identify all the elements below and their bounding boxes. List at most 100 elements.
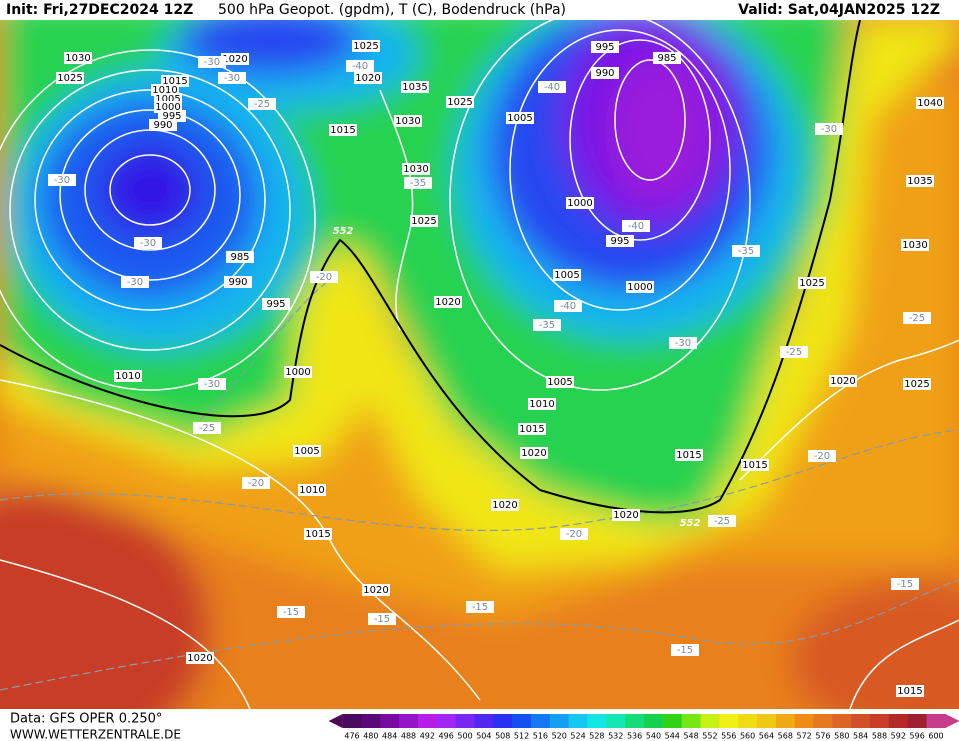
colorbar-swatch xyxy=(342,714,362,728)
temperature-label-box xyxy=(277,606,305,618)
colorbar-swatch xyxy=(606,714,626,728)
temperature-label-box xyxy=(808,450,836,462)
colorbar-label: 500 xyxy=(457,732,472,741)
pressure-label: 995 xyxy=(610,236,629,247)
colorbar-arrow xyxy=(328,714,343,728)
pressure-label-box xyxy=(329,124,357,136)
pressure-label-box xyxy=(56,72,84,84)
colorbar-swatch xyxy=(625,714,645,728)
temperature-label: -20 xyxy=(814,451,830,462)
colorbar-label: 568 xyxy=(778,732,793,741)
temperature-label: -15 xyxy=(897,579,913,590)
temperature-label-box xyxy=(732,245,760,257)
pressure-label-box xyxy=(186,652,214,664)
temperature-label-box xyxy=(198,56,226,68)
temperature-label-box xyxy=(554,300,582,312)
colorbar-label: 592 xyxy=(891,732,906,741)
colorbar-swatch xyxy=(568,714,588,728)
temperature-label: -30 xyxy=(204,379,220,390)
pressure-label: 995 xyxy=(595,42,614,53)
isobars xyxy=(0,20,959,709)
colorbar-label: 536 xyxy=(627,732,642,741)
temperature-label: -15 xyxy=(677,645,693,656)
pressure-label: 1020 xyxy=(521,448,546,459)
pressure-label-box xyxy=(434,296,462,308)
height-label: 552 xyxy=(680,518,701,529)
colorbar-swatch xyxy=(530,714,551,728)
pressure-label: 1010 xyxy=(529,399,554,410)
pressure-label-box xyxy=(298,484,326,496)
temperature-label: -20 xyxy=(316,272,332,283)
pressure-label-box xyxy=(653,52,681,64)
temperature-label-box xyxy=(466,601,494,613)
pressure-label: 1020 xyxy=(222,54,247,65)
colorbar-swatch xyxy=(455,714,475,728)
colorbar-swatch xyxy=(719,714,739,728)
colorbar-label: 488 xyxy=(401,732,416,741)
pressure-label: 1015 xyxy=(162,76,187,87)
colorbar-arrow xyxy=(945,714,959,728)
colorbar-label: 572 xyxy=(796,732,811,741)
pressure-label-box xyxy=(553,269,581,281)
colorbar-label: 480 xyxy=(363,732,378,741)
pressure-label-box xyxy=(528,398,556,410)
pressure-label-box xyxy=(114,370,142,382)
pressure-label: 1005 xyxy=(294,446,319,457)
pressure-label: 1030 xyxy=(65,53,90,64)
temperature-label: -15 xyxy=(283,607,299,618)
colorbar-swatch xyxy=(549,714,570,728)
colorbar-label: 496 xyxy=(439,732,454,741)
colorbar-label: 476 xyxy=(344,732,359,741)
pressure-label-box xyxy=(402,163,430,175)
temperature-label: -30 xyxy=(140,238,156,249)
data-source: Data: GFS OPER 0.250° xyxy=(10,712,162,727)
temperature-label-box xyxy=(193,422,221,434)
pressure-label-box xyxy=(354,72,382,84)
pressure-label: 1020 xyxy=(363,585,388,596)
pressure-label-box xyxy=(606,235,634,247)
pressure-label-box xyxy=(506,112,534,124)
temperature-label-box xyxy=(368,613,396,625)
colorbar-label: 508 xyxy=(495,732,510,741)
colorbar-swatch xyxy=(512,714,532,728)
colorbar-label: 504 xyxy=(476,732,491,741)
temperature-label: -30 xyxy=(821,124,837,135)
colorbar-swatch xyxy=(738,714,758,728)
colorbar-swatch xyxy=(851,714,871,728)
pressure-label-box xyxy=(916,97,944,109)
colorbar-label: 540 xyxy=(646,732,661,741)
pressure-label-box xyxy=(362,584,390,596)
pressure-label: 985 xyxy=(657,53,676,64)
pressure-label: 1015 xyxy=(897,686,922,697)
pressure-label-box xyxy=(352,40,380,52)
colorbar-swatch xyxy=(436,714,457,728)
colorbar-label: 548 xyxy=(683,732,698,741)
temperature-label-box xyxy=(346,60,374,72)
pressure-label: 1005 xyxy=(155,94,180,105)
temperature-label-box xyxy=(248,98,276,110)
pressure-label: 1015 xyxy=(742,460,767,471)
colorbar-swatch xyxy=(700,714,720,728)
pressure-label: 1035 xyxy=(402,82,427,93)
pressure-label-box xyxy=(149,119,177,131)
temperature-label-box xyxy=(218,72,246,84)
colorbar-label: 520 xyxy=(552,732,567,741)
pressure-label: 990 xyxy=(595,68,614,79)
temperature-label: -40 xyxy=(628,221,644,232)
colorbar-swatch xyxy=(832,714,852,728)
colorbar-swatch xyxy=(361,714,381,728)
colorbar-label: 528 xyxy=(589,732,604,741)
pressure-label: 1020 xyxy=(830,376,855,387)
pressure-label-box xyxy=(410,215,438,227)
temperature-label: -35 xyxy=(539,320,555,331)
colorbar-label: 560 xyxy=(740,732,755,741)
pressure-label-box xyxy=(401,81,429,93)
temperature-label: -15 xyxy=(374,614,390,625)
pressure-label-box xyxy=(612,509,640,521)
pressure-label-box xyxy=(741,459,769,471)
pressure-label: 1020 xyxy=(435,297,460,308)
colorbar-label: 600 xyxy=(928,732,943,741)
colorbar-swatch xyxy=(380,714,400,728)
pressure-label-box xyxy=(394,115,422,127)
